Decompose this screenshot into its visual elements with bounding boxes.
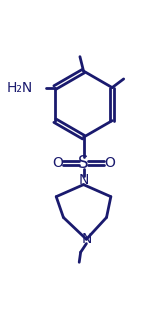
Text: N: N xyxy=(78,173,89,187)
Text: O: O xyxy=(52,156,63,170)
Text: H₂N: H₂N xyxy=(7,81,33,94)
Text: O: O xyxy=(104,156,115,170)
Text: N: N xyxy=(81,232,92,246)
Text: S: S xyxy=(78,154,89,172)
